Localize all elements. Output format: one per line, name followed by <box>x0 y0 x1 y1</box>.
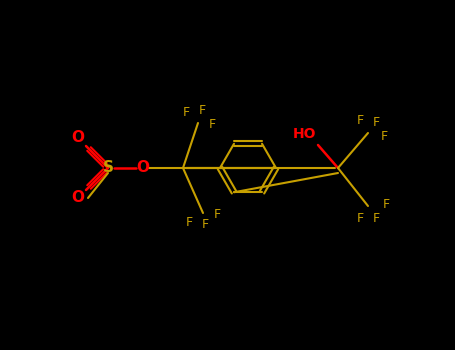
Text: O: O <box>71 131 85 146</box>
Text: O: O <box>71 190 85 205</box>
Text: F: F <box>186 217 192 230</box>
Text: F: F <box>373 211 379 224</box>
Text: F: F <box>383 197 389 210</box>
Text: O: O <box>136 161 150 175</box>
Text: HO: HO <box>293 127 317 141</box>
Text: S: S <box>102 161 113 175</box>
Text: F: F <box>373 117 379 130</box>
Text: F: F <box>356 211 364 224</box>
Text: F: F <box>202 218 208 231</box>
Text: F: F <box>213 209 221 222</box>
Text: F: F <box>208 119 216 132</box>
Text: F: F <box>380 131 388 144</box>
Text: F: F <box>356 114 364 127</box>
Text: F: F <box>182 106 190 119</box>
Text: F: F <box>198 105 206 118</box>
